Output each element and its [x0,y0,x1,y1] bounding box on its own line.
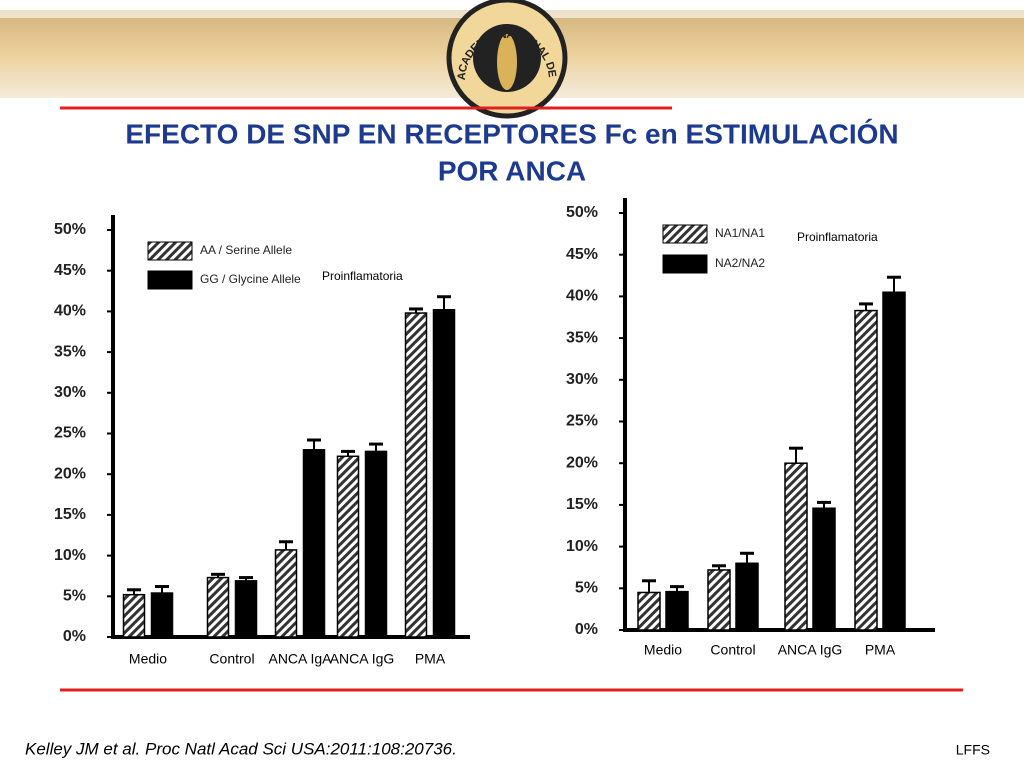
x-tick-label: PMA [865,642,896,658]
legend-label: GG / Glycine Allele [200,272,301,286]
bar [432,309,456,638]
legend-swatch [147,270,193,290]
bar [812,507,836,631]
x-tick-label: ANCA IgG [330,651,395,667]
bar [404,312,428,638]
x-tick-label: Medio [129,651,167,667]
slide-title: POR ANCA [438,155,586,186]
legend-label: NA2/NA2 [715,256,765,270]
bar [206,576,230,638]
y-tick-label: 25% [566,413,598,430]
y-tick-label: 40% [54,303,86,320]
bar [364,450,388,638]
bar [122,593,146,638]
y-tick-label: 45% [566,246,598,263]
bar [665,590,689,631]
y-tick-label: 10% [54,547,86,564]
y-tick-label: 35% [54,343,86,360]
y-tick-label: 30% [566,371,598,388]
x-tick-label: ANCA IgG [778,642,843,658]
y-tick-label: 15% [566,496,598,513]
annotation: Proinflamatoria [322,269,403,283]
y-tick-label: 5% [63,588,86,605]
bar [637,591,661,631]
y-tick-label: 0% [575,621,598,638]
bar [735,562,759,631]
y-tick-label: 40% [566,288,598,305]
x-tick-label: Medio [644,642,682,658]
bar [234,580,258,638]
bar [302,449,326,638]
legend-swatch [662,224,708,244]
y-tick-label: 5% [575,580,598,597]
bar [274,549,298,638]
bar [707,569,731,631]
bar [882,291,906,631]
y-tick-label: 35% [566,329,598,346]
citation: Kelley JM et al. Proc Natl Acad Sci USA:… [25,739,457,758]
y-tick-label: 10% [566,538,598,555]
x-tick-label: Control [209,651,254,667]
footer: LFFS [956,742,990,758]
bar [150,592,174,638]
y-tick-label: 30% [54,384,86,401]
y-tick-label: 20% [54,465,86,482]
y-tick-label: 0% [63,628,86,645]
logo-figure [497,34,517,90]
legend-swatch [662,254,708,274]
bar [784,462,808,631]
x-tick-label: PMA [415,651,446,667]
bar [336,455,360,638]
x-tick-label: Control [710,642,755,658]
legend-label: NA1/NA1 [715,226,765,240]
slide-title: EFECTO DE SNP EN RECEPTORES Fc en ESTIMU… [125,118,898,149]
y-tick-label: 50% [54,221,86,238]
y-tick-label: 20% [566,454,598,471]
y-tick-label: 25% [54,425,86,442]
y-tick-label: 15% [54,506,86,523]
x-tick-label: ANCA IgA [268,651,332,667]
y-tick-label: 45% [54,262,86,279]
legend-swatch [147,241,193,261]
legend-label: AA / Serine Allele [200,243,292,257]
annotation: Proinflamatoria [797,230,878,244]
y-tick-label: 50% [566,204,598,221]
bar [854,309,878,631]
